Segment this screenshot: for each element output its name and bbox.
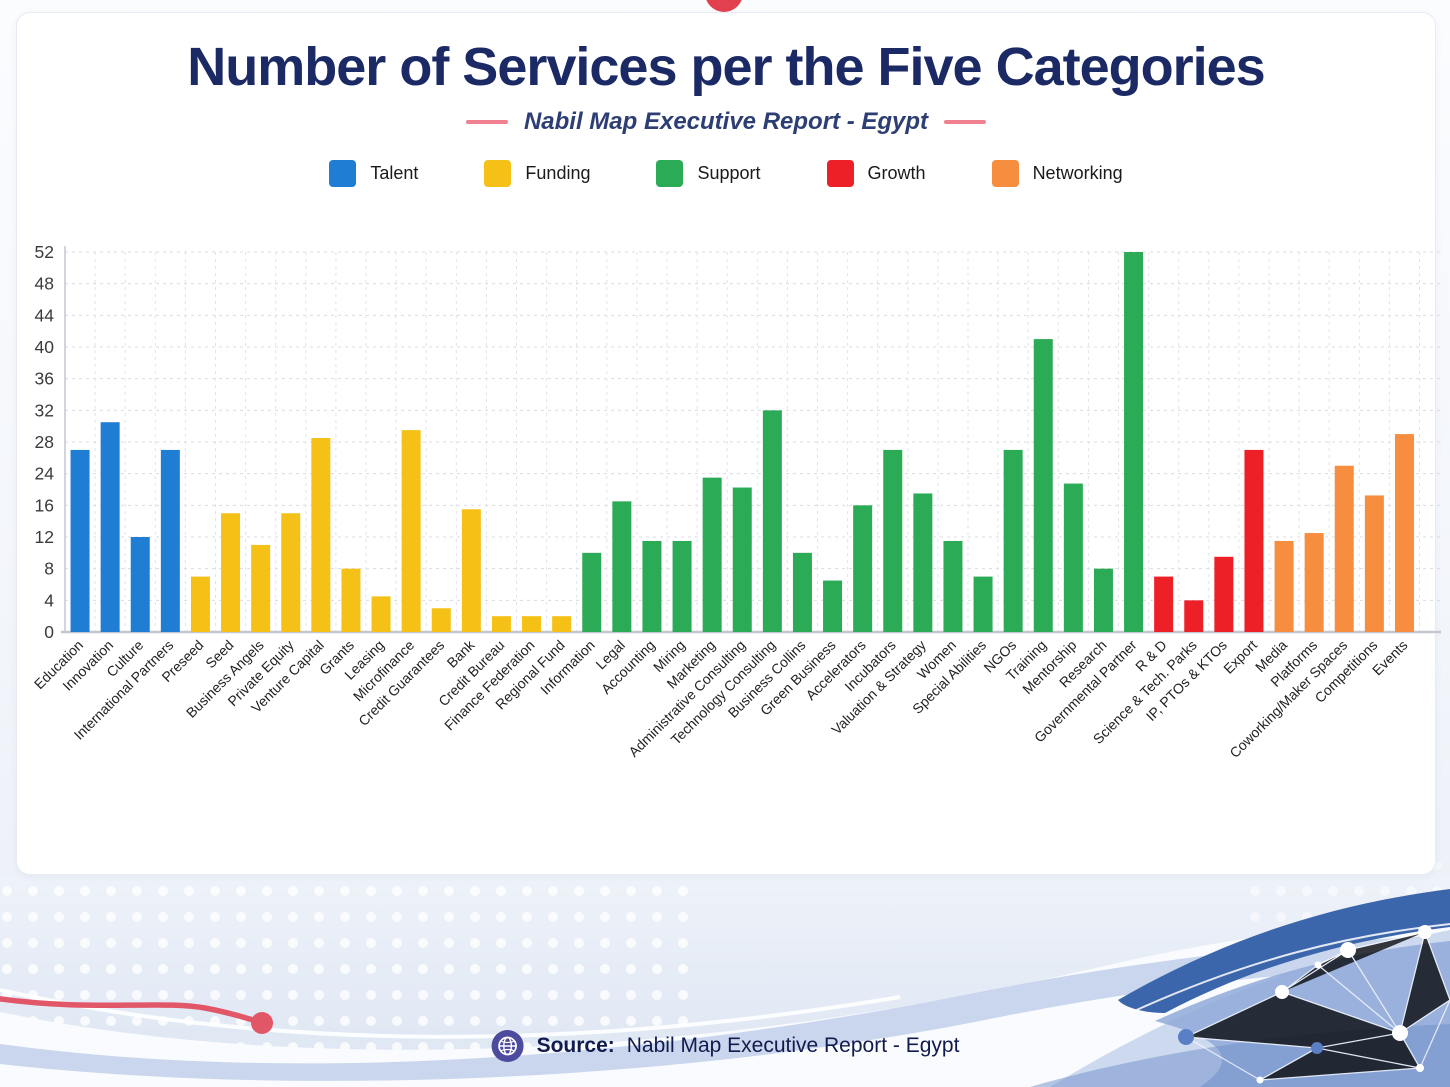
legend-label-funding: Funding: [525, 162, 591, 183]
white-sweep-band: [0, 917, 1450, 1087]
legend-swatch-talent: [329, 159, 357, 187]
white-curve-left: [0, 988, 901, 1039]
legend-item-talent: Talent: [329, 159, 419, 187]
chart-card: Number of Services per the Five Categori…: [16, 12, 1436, 875]
source-text: Nabil Map Executive Report - Egypt: [626, 1034, 960, 1057]
legend-label-growth: Growth: [867, 162, 926, 183]
legend-swatch-support: [656, 159, 684, 187]
page-title: Number of Services per the Five Categori…: [187, 37, 1265, 97]
subtitle-dash-right: [944, 119, 987, 124]
legend: Talent Funding Support Growth Networking: [17, 159, 1435, 187]
legend-swatch-growth: [826, 159, 854, 187]
legend-item-networking: Networking: [991, 159, 1123, 187]
subtitle-dash-left: [465, 119, 508, 124]
legend-label-support: Support: [697, 162, 761, 183]
legend-item-growth: Growth: [826, 159, 926, 187]
constellation-nodes: [1178, 925, 1432, 1084]
source-label: Source:: [536, 1034, 615, 1057]
legend-label-networking: Networking: [1032, 162, 1123, 183]
legend-swatch-networking: [991, 159, 1019, 187]
top-accent-dot: [705, 0, 743, 12]
globe-icon: [491, 1030, 524, 1062]
red-curve-dot: [251, 1012, 273, 1034]
legend-label-talent: Talent: [370, 162, 419, 183]
wave-highlight-line: [1129, 923, 1450, 1014]
subtitle-row: Nabil Map Executive Report - Egypt: [17, 108, 1435, 136]
legend-swatch-funding: [484, 159, 512, 187]
legend-item-funding: Funding: [484, 159, 591, 187]
legend-item-support: Support: [656, 159, 761, 187]
page-subtitle: Nabil Map Executive Report - Egypt: [523, 107, 929, 135]
red-curve: [0, 996, 263, 1025]
source-footer: Source: Nabil Map Executive Report - Egy…: [491, 1029, 960, 1063]
dark-wave: [1118, 889, 1450, 1013]
